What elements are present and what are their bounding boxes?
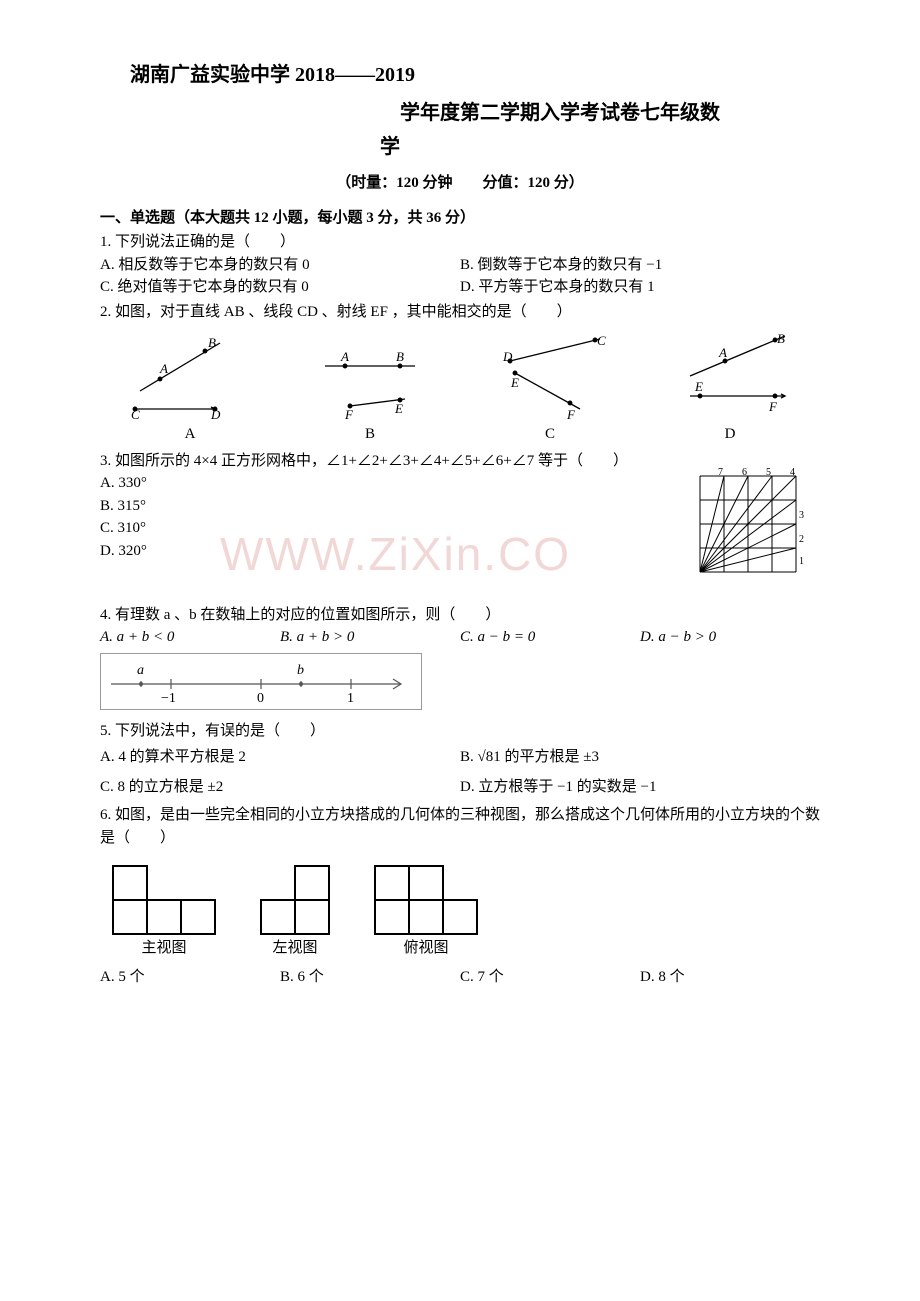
q2-label-b: B [280, 423, 460, 446]
q6-stem: 6. 如图，是由一些完全相同的小立方块搭成的几何体的三种视图，那么搭成这个几何体… [100, 804, 820, 849]
q2d-label-B: B [777, 331, 785, 346]
q4-stem: 4. 有理数 a 、b 在数轴上的对应的位置如图所示，则（ ） [100, 604, 820, 627]
q2b-label-F: F [344, 407, 354, 421]
q4-tick-1: 1 [347, 691, 354, 706]
q1-stem: 1. 下列说法正确的是（ ） [100, 231, 820, 254]
svg-text:4: 4 [790, 467, 795, 478]
q2d-label-A: A [718, 345, 727, 360]
q3-grid-figure: 1 2 3 4 5 6 7 [690, 466, 810, 586]
title-line-2: 学年度第二学期入学考试卷七年级数 [300, 98, 820, 128]
q4-option-c: C. a − b = 0 [460, 626, 640, 649]
q2a-label-A: A [159, 361, 168, 376]
q1-option-d: D. 平方等于它本身的数只有 1 [460, 276, 820, 299]
q2b-label-A: A [340, 349, 349, 364]
title-line-3: 学 [380, 132, 820, 162]
q6-left-label: 左视图 [258, 937, 332, 960]
question-1: 1. 下列说法正确的是（ ） A. 相反数等于它本身的数只有 0 B. 倒数等于… [100, 231, 820, 299]
q6-front-view [110, 863, 218, 937]
question-5: 5. 下列说法中，有误的是（ ） A. 4 的算术平方根是 2 B. √81 的… [100, 720, 820, 803]
q6-option-b: B. 6 个 [280, 966, 460, 989]
q2-fig-b: A B E F [295, 331, 445, 421]
q2c-label-C: C [597, 333, 606, 348]
title-line-1: 湖南广益实验中学 2018——2019 [130, 60, 820, 90]
question-4: 4. 有理数 a 、b 在数轴上的对应的位置如图所示，则（ ） A. a + b… [100, 604, 820, 710]
q4-point-a: a [137, 663, 144, 678]
q2-fig-c: C D E F [475, 331, 625, 421]
q2-stem-text: 2. 如图，对于直线 AB 、线段 CD 、射线 EF ，其中能相交的是（ ） [100, 304, 572, 320]
q3-option-d: D. 320° [100, 540, 690, 563]
q2d-label-F: F [768, 399, 778, 414]
q1-option-b: B. 倒数等于它本身的数只有 −1 [460, 254, 820, 277]
svg-text:5: 5 [766, 467, 771, 478]
q6-option-c: C. 7 个 [460, 966, 640, 989]
svg-text:3: 3 [799, 510, 804, 521]
q2b-label-B: B [396, 349, 404, 364]
q2-label-c: C [460, 423, 640, 446]
q2a-label-D: D [210, 407, 221, 421]
q2-fig-d: A B E F [655, 331, 805, 421]
q5-option-b: B. √81 的平方根是 ±3 [460, 742, 820, 772]
q4-tick-0: 0 [257, 691, 264, 706]
q2-label-d: D [640, 423, 820, 446]
q4-point-b: b [297, 663, 304, 678]
q6-front-label: 主视图 [110, 937, 218, 960]
q3-option-a: A. 330° [100, 472, 690, 495]
svg-text:2: 2 [799, 534, 804, 545]
q4-option-a: A. a + b < 0 [100, 626, 280, 649]
subtitle: （时量：120 分钟 分值：120 分） [100, 172, 820, 195]
q3-option-c: C. 310° [100, 517, 690, 540]
q1-option-c: C. 绝对值等于它本身的数只有 0 [100, 276, 460, 299]
q2a-label-B: B [208, 335, 216, 350]
question-6: 6. 如图，是由一些完全相同的小立方块搭成的几何体的三种视图，那么搭成这个几何体… [100, 804, 820, 988]
q6-option-d: D. 8 个 [640, 966, 820, 989]
question-2: 2. 如图，对于直线 AB 、线段 CD 、射线 EF ，其中能相交的是（ ） … [100, 301, 820, 446]
q2c-label-D: D [502, 349, 513, 364]
q3-option-b: B. 315° [100, 495, 690, 518]
q6-left-view [258, 863, 332, 937]
q2a-label-C: C [131, 407, 140, 421]
q5-stem: 5. 下列说法中，有误的是（ ） [100, 720, 820, 743]
q4-numberline: a b −1 0 1 [100, 653, 422, 710]
q2d-label-E: E [694, 379, 703, 394]
svg-text:6: 6 [742, 467, 747, 478]
q2-fig-a: A B C D [115, 331, 265, 421]
q6-top-label: 俯视图 [372, 937, 480, 960]
q3-stem: 3. 如图所示的 4×4 正方形网格中，∠1+∠2+∠3+∠4+∠5+∠6+∠7… [100, 450, 690, 473]
question-3: 3. 如图所示的 4×4 正方形网格中，∠1+∠2+∠3+∠4+∠5+∠6+∠7… [100, 450, 820, 586]
section-1-heading: 一、单选题（本大题共 12 小题，每小题 3 分，共 36 分） [100, 207, 820, 230]
q2c-label-E: E [510, 375, 519, 390]
q6-option-a: A. 5 个 [100, 966, 280, 989]
svg-text:1: 1 [799, 556, 804, 567]
q5-option-a: A. 4 的算术平方根是 2 [100, 742, 460, 772]
q2-stem: 2. 如图，对于直线 AB 、线段 CD 、射线 EF ，其中能相交的是（ ） [100, 301, 820, 324]
q4-option-d: D. a − b > 0 [640, 626, 820, 649]
q6-top-view [372, 863, 480, 937]
q2c-label-F: F [566, 407, 576, 421]
svg-text:7: 7 [718, 467, 723, 478]
q2b-label-E: E [394, 401, 403, 416]
q4-tick-neg1: −1 [161, 691, 176, 706]
q5-option-c: C. 8 的立方根是 ±2 [100, 772, 460, 802]
q2-label-a: A [100, 423, 280, 446]
q1-option-a: A. 相反数等于它本身的数只有 0 [100, 254, 460, 277]
q5-option-d: D. 立方根等于 −1 的实数是 −1 [460, 772, 820, 802]
q4-option-b: B. a + b > 0 [280, 626, 460, 649]
